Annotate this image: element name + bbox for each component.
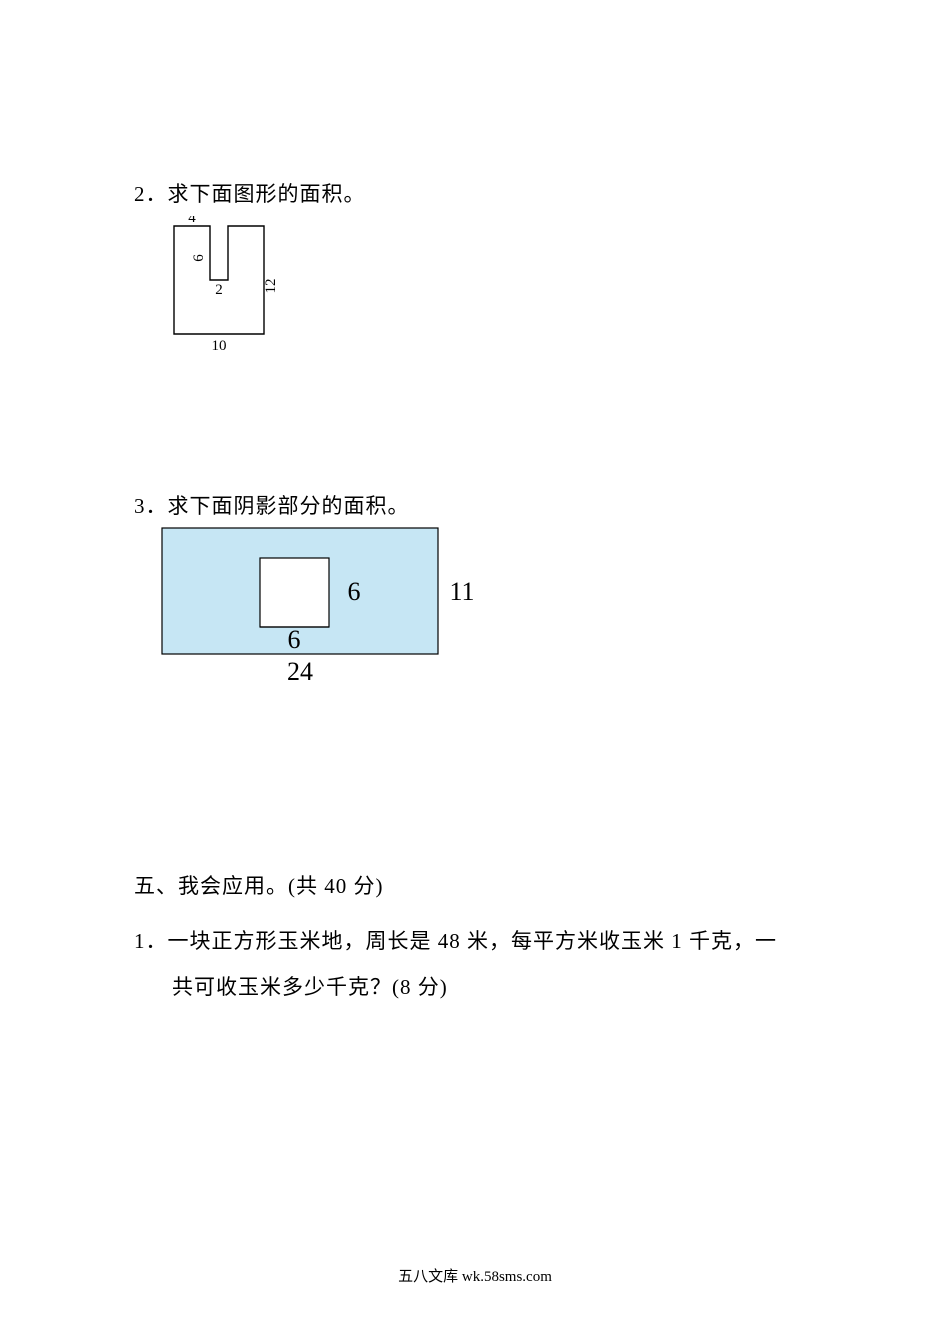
q2-label-right: 12 <box>263 279 279 294</box>
q3-label-right: 11 <box>449 577 474 606</box>
q5-1: 1．一块正方形玉米地，周长是 48 米，每平方米收玉米 1 千克，一 共可收玉米… <box>134 918 834 1010</box>
q2-label-bottom: 10 <box>212 338 227 354</box>
q2-label-top: 4 <box>188 216 196 226</box>
q2-label-notch-bottom: 2 <box>215 282 223 298</box>
q3-label-outer-bottom: 24 <box>287 657 313 686</box>
page: 2．求下面图形的面积。 4 6 2 12 10 3．求下面阴影部分的面积。 <box>0 0 950 1344</box>
section5-heading: 五、我会应用。(共 40 分) <box>134 870 384 900</box>
q2-label-left-inner: 6 <box>191 254 207 262</box>
footer: 五八文库 wk.58sms.com <box>0 1265 950 1286</box>
q2-figure: 4 6 2 12 10 <box>164 216 304 356</box>
q5-1-line2: 共可收玉米多少千克？(8 分) <box>134 964 834 1010</box>
q3-label-inner-bottom: 6 <box>288 625 301 654</box>
q5-1-line1: 1．一块正方形玉米地，周长是 48 米，每平方米收玉米 1 千克，一 <box>134 929 777 953</box>
q3-title: 3．求下面阴影部分的面积。 <box>134 490 410 520</box>
q3-figure: 6 6 11 24 <box>160 526 500 726</box>
q2-title: 2．求下面图形的面积。 <box>134 178 366 208</box>
q3-label-inner-side: 6 <box>348 577 361 606</box>
